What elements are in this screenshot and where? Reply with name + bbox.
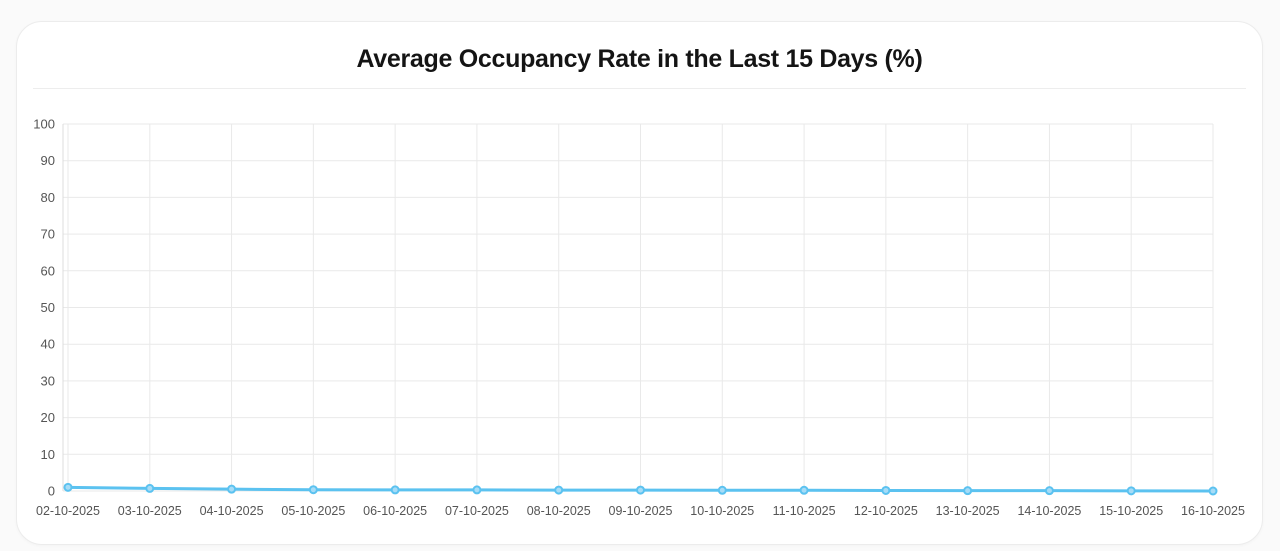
- y-tick-label: 20: [41, 410, 55, 425]
- x-tick-label: 13-10-2025: [936, 504, 1000, 518]
- x-tick-label: 09-10-2025: [609, 504, 673, 518]
- x-tick-label: 14-10-2025: [1017, 504, 1081, 518]
- data-point-marker[interactable]: [963, 486, 973, 496]
- y-tick-label: 10: [41, 447, 55, 462]
- x-tick-label: 07-10-2025: [445, 504, 509, 518]
- title-divider: [33, 88, 1246, 89]
- x-tick-label: 10-10-2025: [690, 504, 754, 518]
- y-tick-label: 100: [33, 117, 55, 132]
- x-tick-label: 16-10-2025: [1181, 504, 1245, 518]
- x-tick-label: 02-10-2025: [36, 504, 100, 518]
- y-tick-label: 40: [41, 337, 55, 352]
- data-point-marker[interactable]: [554, 485, 564, 495]
- x-tick-label: 12-10-2025: [854, 504, 918, 518]
- data-point-marker[interactable]: [308, 485, 318, 495]
- data-point-marker[interactable]: [145, 483, 155, 493]
- x-tick-label: 03-10-2025: [118, 504, 182, 518]
- x-tick-label: 06-10-2025: [363, 504, 427, 518]
- occupancy-line-chart: 0 10 20 30 40 50 60 70 80 90 100 02-10-2025 03-10-20…: [33, 117, 1245, 519]
- x-tick-label: 04-10-2025: [200, 504, 264, 518]
- data-point-marker[interactable]: [227, 484, 237, 494]
- data-point-marker[interactable]: [717, 485, 727, 495]
- x-tick-label: 05-10-2025: [281, 504, 345, 518]
- data-point-marker[interactable]: [1044, 486, 1054, 496]
- x-tick-label: 15-10-2025: [1099, 504, 1163, 518]
- chart-area: 0 10 20 30 40 50 60 70 80 90 100 02-10-2025 03-10-20…: [17, 22, 1262, 544]
- y-tick-label: 70: [41, 227, 55, 242]
- y-tick-label: 30: [41, 373, 55, 388]
- data-point-marker[interactable]: [472, 485, 482, 495]
- data-point-marker[interactable]: [63, 482, 73, 492]
- y-tick-label: 90: [41, 153, 55, 168]
- chart-card: Average Occupancy Rate in the Last 15 Da…: [16, 21, 1263, 545]
- data-point-marker[interactable]: [390, 485, 400, 495]
- data-point-marker[interactable]: [1208, 486, 1218, 496]
- chart-title: Average Occupancy Rate in the Last 15 Da…: [356, 45, 923, 73]
- x-tick-label: 11-10-2025: [773, 504, 836, 518]
- y-tick-label: 50: [41, 300, 55, 315]
- data-point-marker[interactable]: [636, 485, 645, 495]
- data-point-marker[interactable]: [799, 485, 809, 495]
- y-tick-label: 80: [41, 190, 55, 205]
- y-tick-label: 0: [48, 484, 55, 499]
- data-point-marker[interactable]: [1126, 486, 1136, 496]
- x-tick-label: 08-10-2025: [527, 504, 591, 518]
- y-tick-label: 60: [41, 263, 55, 278]
- data-point-marker[interactable]: [881, 485, 891, 495]
